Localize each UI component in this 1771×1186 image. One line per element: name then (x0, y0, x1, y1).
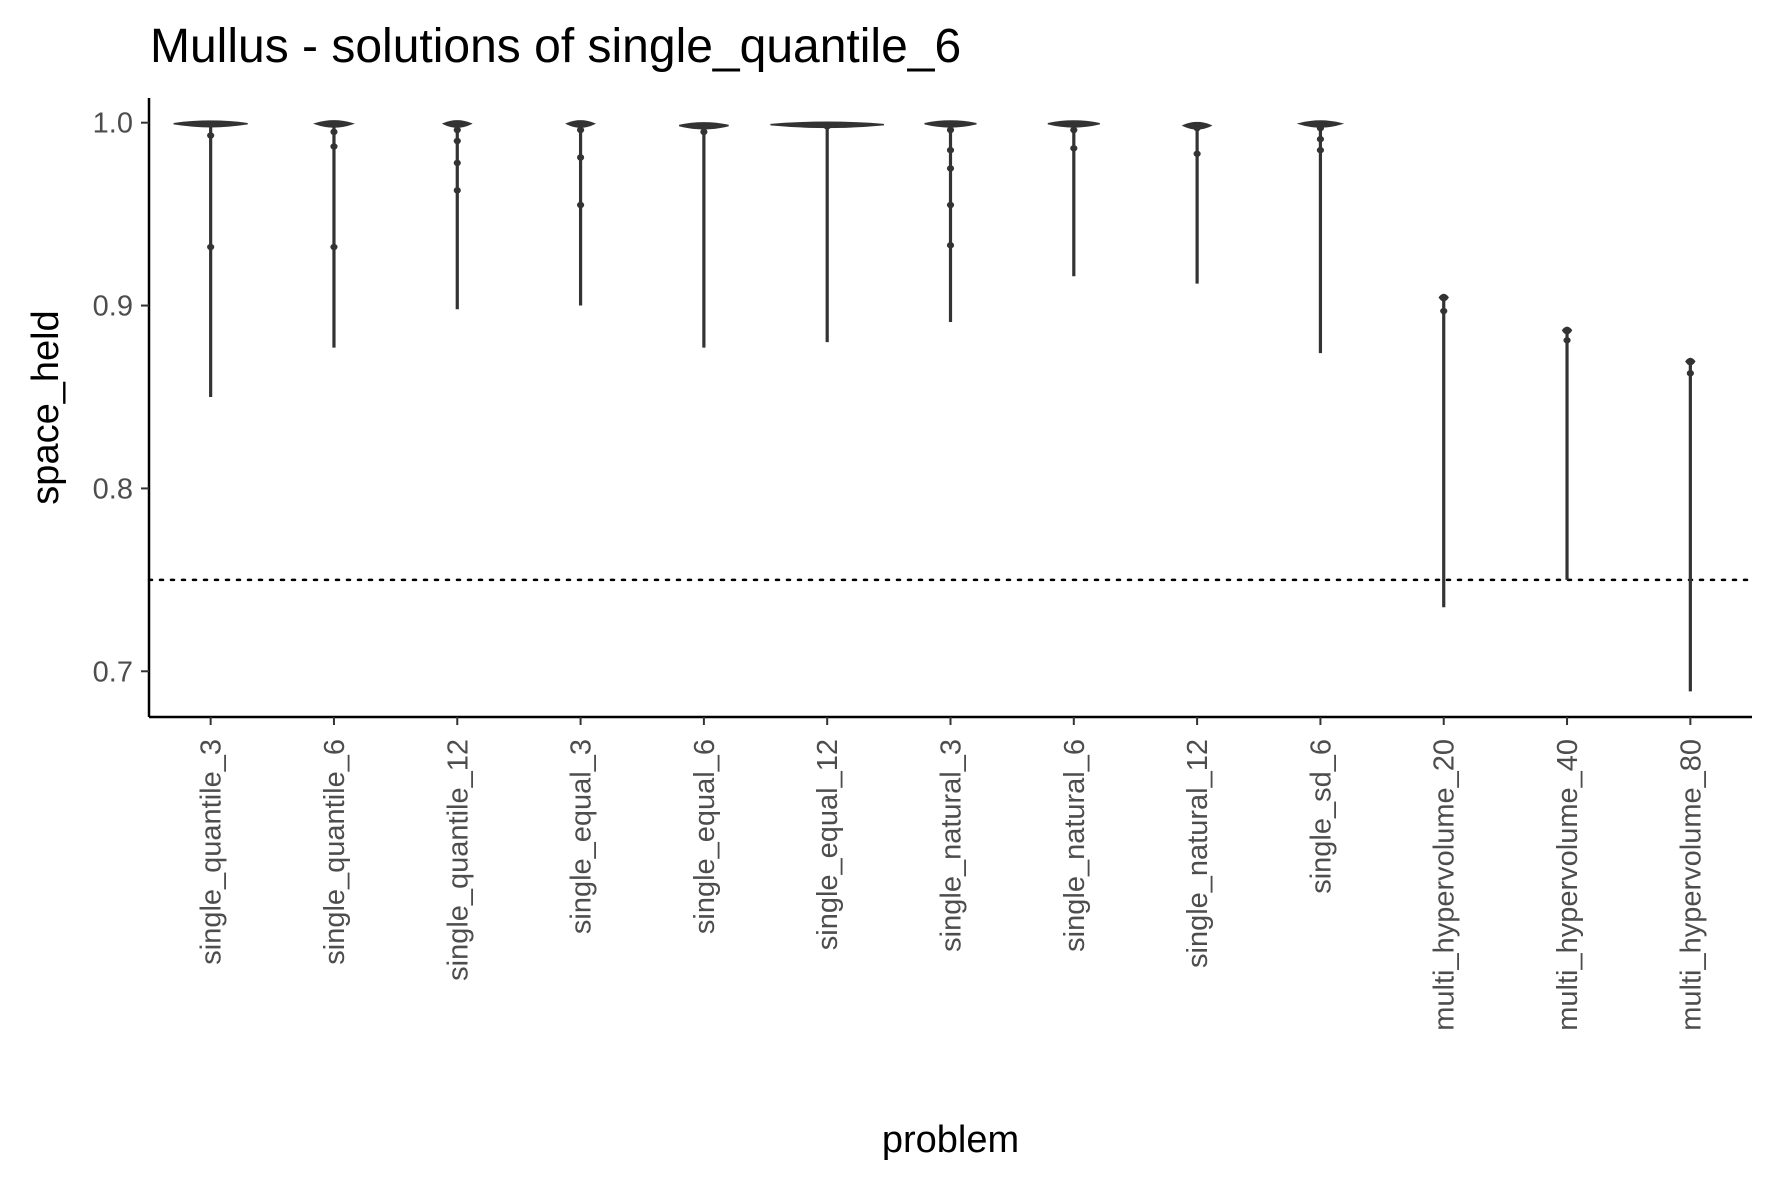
violin-single_quantile_3 (173, 120, 248, 397)
violin-bulge (1316, 124, 1325, 132)
violin-bulge (1193, 150, 1201, 157)
violin-bulge (1563, 337, 1571, 344)
y-tick-label: 0.7 (93, 656, 133, 688)
violin-bulge (946, 201, 955, 209)
violin-single_quantile_6 (313, 120, 355, 348)
violin-head (1296, 120, 1345, 128)
violin-bulge (1686, 370, 1694, 377)
x-tick-label: multi_hypervolume_80 (1675, 739, 1707, 1031)
x-tick-label: single_quantile_12 (442, 739, 474, 981)
violin-single_natural_3 (924, 120, 977, 323)
violin-head (1047, 120, 1100, 128)
x-tick-label: single_equal_12 (812, 739, 844, 950)
x-tick-label: single_sd_6 (1305, 739, 1337, 894)
violin-bulge (946, 242, 955, 249)
y-tick-label: 1.0 (93, 108, 133, 140)
violin-bulge (1193, 124, 1201, 132)
violin-head (1561, 326, 1573, 335)
violin-bulge (330, 143, 338, 150)
violin-bulge (946, 165, 955, 172)
violin-head (313, 120, 355, 128)
x-axis-title: problem (882, 1119, 1019, 1161)
violin-bulge (330, 243, 338, 251)
x-tick-label: single_equal_6 (689, 739, 721, 934)
violin-bulge (1316, 146, 1325, 154)
violin-single_quantile_12 (441, 120, 473, 310)
violin-single_sd_6 (1296, 120, 1345, 354)
y-tick-label: 0.9 (93, 291, 133, 323)
x-tick-label: single_quantile_6 (319, 739, 351, 965)
violin-head (679, 122, 729, 130)
y-tick-label: 0.8 (93, 473, 133, 505)
plot-area: 0.7 0.8 0.9 1.0 single_quantile_3 single_quan… (93, 98, 1754, 1031)
violin-single_natural_6 (1047, 120, 1100, 277)
violin-multi_hypervolume_40 (1561, 326, 1573, 580)
violin-single_natural_12 (1181, 121, 1213, 284)
violin-bulge (207, 243, 215, 251)
violin-head (173, 120, 248, 128)
violin-single_equal_3 (565, 120, 596, 306)
violin-bulge (1070, 126, 1078, 134)
violin-head (1438, 293, 1449, 302)
violin-bulge (1316, 135, 1325, 143)
violin-bulge (823, 123, 831, 130)
x-tick-label: single_natural_12 (1182, 739, 1214, 968)
violin-bulge (453, 159, 461, 167)
violin-bulge (576, 201, 585, 209)
chart-title: Mullus - solutions of single_quantile_6 (150, 20, 961, 73)
violin-bulge (946, 146, 955, 154)
violin-bulge (576, 154, 585, 161)
violin-bulge (1440, 307, 1448, 315)
x-tick-label: single_equal_3 (566, 739, 598, 934)
violin-bulge (946, 126, 955, 134)
violin-head (924, 120, 977, 128)
violin-head (1685, 357, 1696, 366)
y-axis-title: space_held (25, 310, 67, 504)
violin-bulge (700, 128, 708, 136)
x-tick-label: multi_hypervolume_40 (1552, 739, 1584, 1031)
violin-bulge (207, 132, 215, 139)
x-tick-label: single_quantile_3 (196, 739, 228, 965)
violin-bulge (453, 187, 461, 194)
violin-head (441, 120, 473, 128)
violin-single_equal_12 (770, 121, 884, 343)
violin-multi_hypervolume_80 (1685, 357, 1696, 692)
violin-bulge (1070, 145, 1078, 152)
violin-single_equal_6 (679, 122, 729, 348)
violin-bulge (453, 126, 461, 134)
violin-multi_hypervolume_20 (1438, 293, 1449, 608)
x-tick-label: single_natural_3 (936, 739, 968, 952)
violin-head (565, 120, 596, 128)
violin-bulge (576, 126, 585, 134)
violin-bulge (330, 128, 338, 136)
x-tick-label: single_natural_6 (1059, 739, 1091, 952)
x-tick-label: multi_hypervolume_20 (1429, 739, 1461, 1031)
violin-bulge (453, 137, 461, 145)
